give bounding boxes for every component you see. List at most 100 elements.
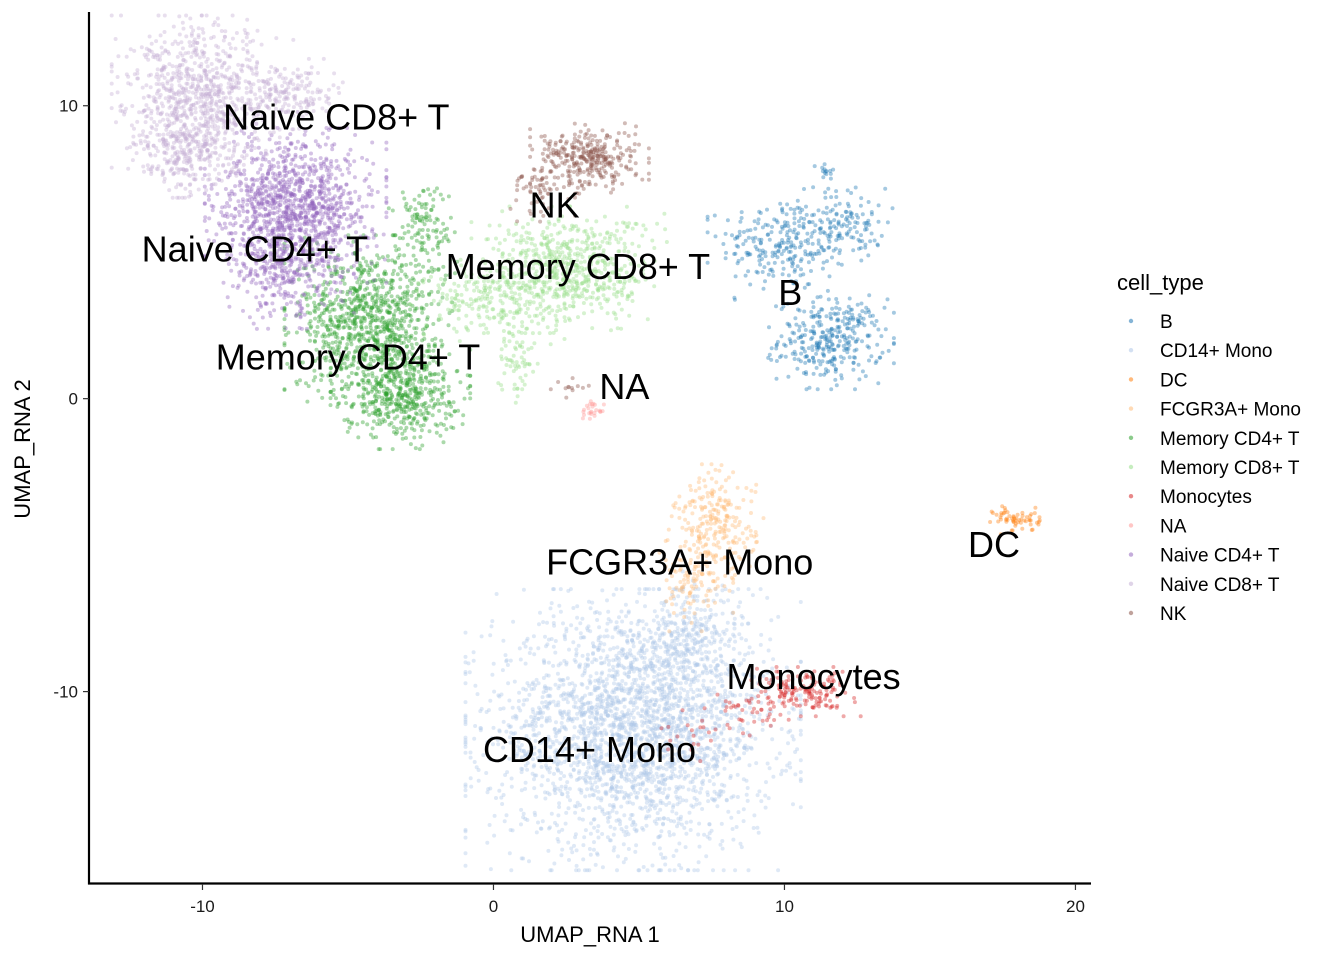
data-point bbox=[660, 781, 665, 786]
data-point bbox=[857, 239, 862, 244]
data-point bbox=[825, 340, 829, 345]
data-point bbox=[798, 758, 803, 763]
data-point bbox=[819, 322, 824, 327]
data-point bbox=[720, 699, 725, 704]
data-point bbox=[857, 377, 862, 382]
data-point bbox=[600, 865, 605, 870]
data-point bbox=[638, 775, 643, 780]
data-point bbox=[697, 536, 701, 541]
data-point bbox=[809, 309, 814, 314]
data-point bbox=[996, 519, 1001, 524]
data-point bbox=[674, 785, 679, 789]
data-point bbox=[705, 589, 710, 593]
data-point bbox=[1002, 510, 1007, 515]
data-point bbox=[537, 748, 542, 753]
data-point bbox=[700, 671, 705, 676]
data-point bbox=[728, 737, 733, 742]
data-point bbox=[653, 690, 658, 695]
data-point bbox=[790, 260, 794, 265]
data-point bbox=[832, 347, 837, 352]
data-point bbox=[609, 769, 614, 774]
data-point bbox=[699, 657, 704, 662]
data-point bbox=[696, 713, 701, 717]
data-point bbox=[403, 272, 408, 277]
data-point bbox=[853, 355, 857, 360]
data-point bbox=[782, 342, 787, 347]
data-point bbox=[471, 650, 476, 655]
data-point bbox=[819, 244, 824, 249]
data-point bbox=[864, 220, 869, 225]
data-point bbox=[844, 346, 848, 351]
data-point bbox=[343, 319, 348, 324]
data-point bbox=[835, 334, 840, 339]
data-point bbox=[877, 355, 882, 360]
data-point bbox=[642, 677, 647, 681]
data-point bbox=[696, 832, 701, 837]
data-point bbox=[794, 235, 799, 240]
data-point bbox=[767, 325, 771, 330]
data-point bbox=[553, 639, 558, 643]
data-point bbox=[604, 732, 609, 737]
data-point bbox=[485, 840, 490, 845]
data-point bbox=[516, 699, 521, 703]
data-point bbox=[788, 765, 793, 770]
data-point bbox=[629, 710, 634, 715]
data-point bbox=[642, 587, 647, 592]
data-point bbox=[567, 647, 571, 652]
data-point bbox=[414, 270, 419, 275]
data-point bbox=[791, 281, 796, 286]
data-point bbox=[537, 622, 541, 627]
data-point bbox=[658, 798, 663, 803]
data-point bbox=[687, 810, 692, 815]
data-point bbox=[879, 334, 884, 339]
data-point bbox=[790, 706, 795, 711]
data-point bbox=[804, 204, 808, 209]
data-point bbox=[673, 636, 678, 641]
data-point bbox=[685, 690, 690, 694]
data-point bbox=[657, 816, 662, 821]
data-point bbox=[847, 343, 852, 348]
data-point bbox=[806, 237, 810, 242]
data-point bbox=[736, 258, 741, 263]
data-point bbox=[642, 655, 647, 660]
data-point bbox=[651, 682, 656, 686]
data-point bbox=[798, 240, 803, 245]
data-point bbox=[671, 832, 676, 837]
data-point bbox=[718, 676, 723, 681]
data-point bbox=[812, 164, 817, 169]
data-point bbox=[750, 593, 755, 598]
data-point bbox=[719, 484, 724, 489]
data-point bbox=[754, 761, 759, 766]
data-point bbox=[840, 319, 845, 324]
data-point bbox=[801, 224, 806, 229]
data-point bbox=[551, 699, 556, 704]
data-point bbox=[750, 236, 755, 241]
data-point bbox=[671, 594, 676, 599]
data-point bbox=[548, 686, 553, 691]
data-point bbox=[648, 636, 653, 640]
data-point bbox=[695, 525, 700, 530]
data-point bbox=[648, 706, 653, 710]
data-point bbox=[637, 587, 642, 592]
data-point bbox=[857, 319, 862, 324]
data-point bbox=[704, 643, 709, 648]
data-point bbox=[829, 316, 834, 321]
data-point bbox=[463, 681, 468, 686]
data-point bbox=[667, 746, 672, 751]
data-point bbox=[403, 329, 408, 334]
data-point bbox=[827, 360, 832, 364]
data-point bbox=[845, 201, 850, 206]
data-point bbox=[365, 286, 370, 291]
data-point bbox=[732, 252, 737, 256]
data-point bbox=[582, 669, 587, 674]
data-point bbox=[670, 757, 675, 762]
data-point bbox=[316, 319, 321, 324]
data-point bbox=[545, 642, 550, 647]
data-point bbox=[712, 737, 717, 742]
data-point bbox=[523, 644, 528, 649]
data-point bbox=[813, 313, 818, 318]
data-point bbox=[793, 253, 798, 258]
data-point bbox=[577, 664, 582, 668]
data-point bbox=[672, 720, 677, 724]
data-point bbox=[615, 707, 620, 712]
